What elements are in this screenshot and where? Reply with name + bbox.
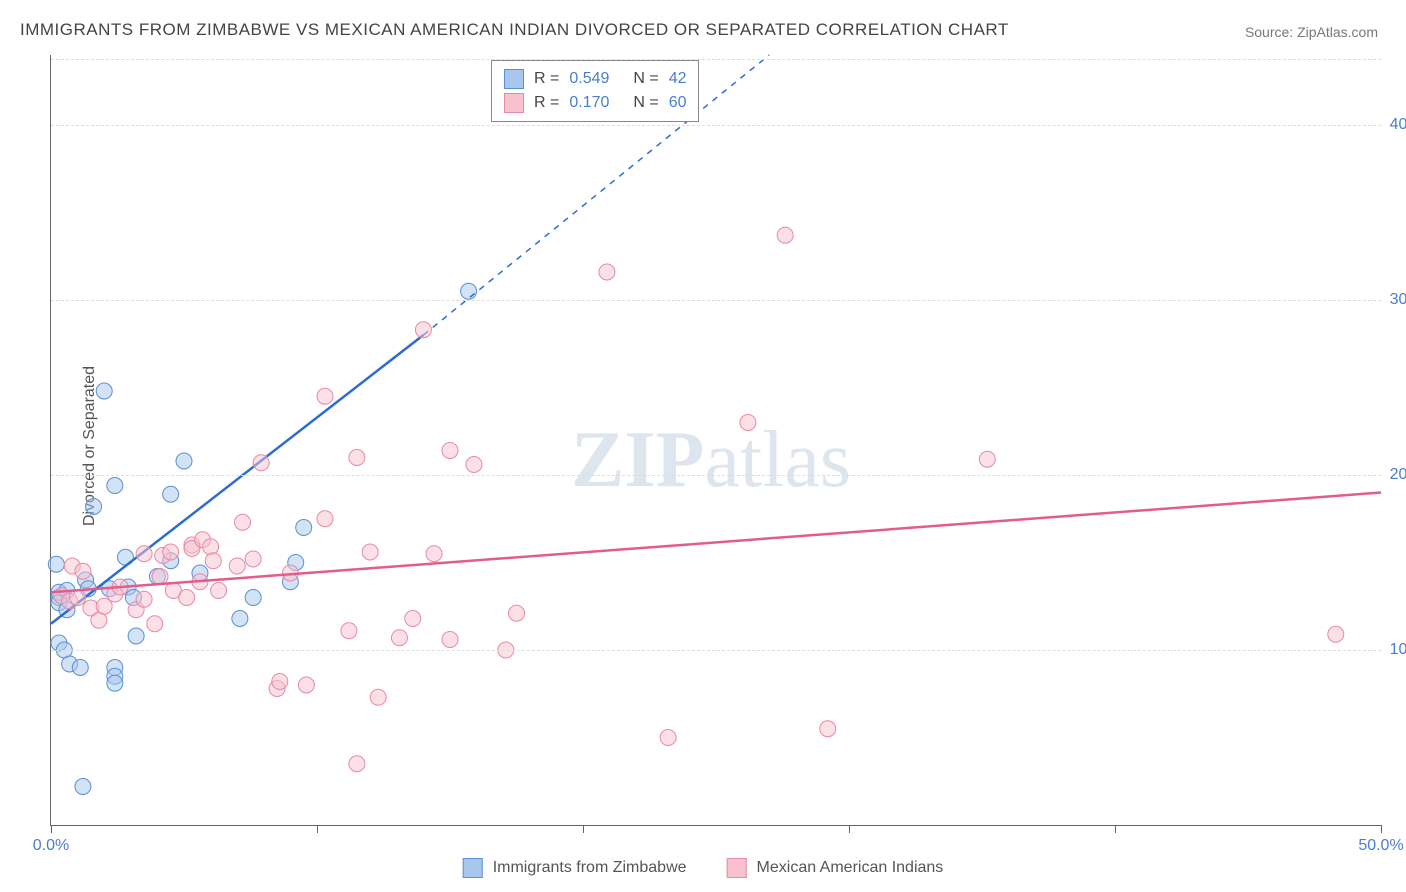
point-zimbabwe bbox=[96, 383, 112, 399]
point-zimbabwe bbox=[86, 499, 102, 515]
x-tick bbox=[1115, 825, 1116, 833]
point-zimbabwe bbox=[296, 520, 312, 536]
n-label: N = bbox=[633, 67, 658, 91]
y-tick-label: 30.0% bbox=[1387, 291, 1406, 309]
y-tick-label: 40.0% bbox=[1387, 116, 1406, 134]
point-zimbabwe bbox=[75, 779, 91, 795]
r-value: 0.170 bbox=[569, 91, 623, 115]
gridline-h bbox=[51, 475, 1381, 476]
point-mexican bbox=[317, 388, 333, 404]
point-zimbabwe bbox=[176, 453, 192, 469]
point-mexican bbox=[317, 511, 333, 527]
legend-item-mexican: Mexican American Indians bbox=[727, 858, 944, 878]
point-mexican bbox=[466, 457, 482, 473]
swatch-icon bbox=[463, 858, 483, 878]
point-mexican bbox=[349, 450, 365, 466]
chart-source: Source: ZipAtlas.com bbox=[1245, 24, 1378, 40]
correlation-legend: R = 0.549 N = 42 R = 0.170 N = 60 bbox=[491, 60, 699, 122]
point-zimbabwe bbox=[232, 611, 248, 627]
swatch-icon bbox=[504, 69, 524, 89]
legend-label: Mexican American Indians bbox=[757, 859, 944, 877]
point-zimbabwe bbox=[163, 486, 179, 502]
point-mexican bbox=[362, 544, 378, 560]
x-tick-label: 50.0% bbox=[1358, 837, 1403, 855]
point-mexican bbox=[442, 443, 458, 459]
point-mexican bbox=[370, 689, 386, 705]
x-tick bbox=[849, 825, 850, 833]
point-mexican bbox=[203, 539, 219, 555]
point-mexican bbox=[426, 546, 442, 562]
x-tick bbox=[317, 825, 318, 833]
r-label: R = bbox=[534, 67, 559, 91]
point-zimbabwe bbox=[72, 660, 88, 676]
point-zimbabwe bbox=[245, 590, 261, 606]
point-mexican bbox=[235, 514, 251, 530]
point-mexican bbox=[349, 756, 365, 772]
corr-legend-row-zimbabwe: R = 0.549 N = 42 bbox=[504, 67, 686, 91]
gridline-h bbox=[51, 59, 1381, 60]
n-value: 60 bbox=[669, 91, 687, 115]
r-label: R = bbox=[534, 91, 559, 115]
gridline-h bbox=[51, 300, 1381, 301]
point-mexican bbox=[253, 455, 269, 471]
point-mexican bbox=[405, 611, 421, 627]
n-value: 42 bbox=[669, 67, 687, 91]
point-mexican bbox=[442, 632, 458, 648]
point-mexican bbox=[152, 569, 168, 585]
chart-title: IMMIGRANTS FROM ZIMBABWE VS MEXICAN AMER… bbox=[20, 20, 1009, 40]
point-mexican bbox=[391, 630, 407, 646]
point-mexican bbox=[75, 563, 91, 579]
gridline-h bbox=[51, 125, 1381, 126]
corr-legend-row-mexican: R = 0.170 N = 60 bbox=[504, 91, 686, 115]
point-mexican bbox=[136, 591, 152, 607]
point-zimbabwe bbox=[128, 628, 144, 644]
legend-item-zimbabwe: Immigrants from Zimbabwe bbox=[463, 858, 687, 878]
swatch-icon bbox=[504, 93, 524, 113]
point-mexican bbox=[147, 616, 163, 632]
swatch-icon bbox=[727, 858, 747, 878]
point-mexican bbox=[298, 677, 314, 693]
x-tick bbox=[583, 825, 584, 833]
point-mexican bbox=[229, 558, 245, 574]
point-mexican bbox=[820, 721, 836, 737]
y-tick-label: 10.0% bbox=[1387, 641, 1406, 659]
point-mexican bbox=[136, 546, 152, 562]
gridline-h bbox=[51, 650, 1381, 651]
point-zimbabwe bbox=[48, 556, 64, 572]
point-mexican bbox=[509, 605, 525, 621]
y-tick-label: 20.0% bbox=[1387, 466, 1406, 484]
point-mexican bbox=[660, 730, 676, 746]
point-mexican bbox=[1328, 626, 1344, 642]
point-mexican bbox=[777, 227, 793, 243]
point-zimbabwe bbox=[461, 283, 477, 299]
point-mexican bbox=[245, 551, 261, 567]
point-mexican bbox=[272, 674, 288, 690]
plot-area: ZIPatlas R =0.549N =42R =0.170N =60 10.0… bbox=[50, 55, 1381, 826]
chart-svg bbox=[51, 55, 1381, 825]
x-tick bbox=[51, 825, 52, 833]
point-mexican bbox=[179, 590, 195, 606]
point-mexican bbox=[205, 553, 221, 569]
x-tick bbox=[1381, 825, 1382, 833]
x-tick-label: 0.0% bbox=[33, 837, 69, 855]
point-mexican bbox=[599, 264, 615, 280]
series-legend: Immigrants from Zimbabwe Mexican American… bbox=[463, 858, 944, 878]
point-mexican bbox=[211, 583, 227, 599]
point-mexican bbox=[341, 623, 357, 639]
point-zimbabwe bbox=[107, 478, 123, 494]
n-label: N = bbox=[633, 91, 658, 115]
point-mexican bbox=[415, 322, 431, 338]
trendline-mexican bbox=[51, 493, 1381, 593]
point-mexican bbox=[163, 544, 179, 560]
point-zimbabwe bbox=[107, 675, 123, 691]
point-mexican bbox=[740, 415, 756, 431]
trendline-zimbabwe bbox=[51, 335, 423, 624]
legend-label: Immigrants from Zimbabwe bbox=[493, 859, 687, 877]
r-value: 0.549 bbox=[569, 67, 623, 91]
point-mexican bbox=[979, 451, 995, 467]
